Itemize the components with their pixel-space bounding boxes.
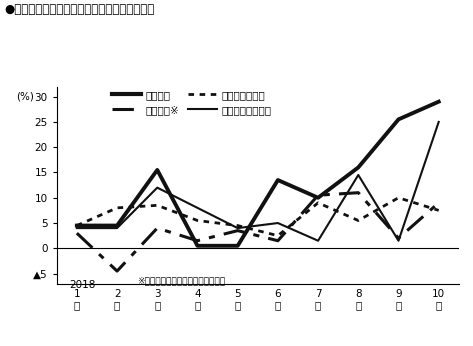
Text: ※化学戸建は受注棟数、他は受注額: ※化学戸建は受注棟数、他は受注額 [137,276,225,285]
Text: ●大手戸建、リフォームの受注前年同月比推移: ●大手戸建、リフォームの受注前年同月比推移 [5,3,155,17]
Text: (%): (%) [17,92,35,102]
Legend: 住林戸建, 化学戸建※, 積水リフォーム, 住林ホームテック: 住林戸建, 化学戸建※, 積水リフォーム, 住林ホームテック [110,88,273,117]
Text: 2018: 2018 [69,280,95,290]
